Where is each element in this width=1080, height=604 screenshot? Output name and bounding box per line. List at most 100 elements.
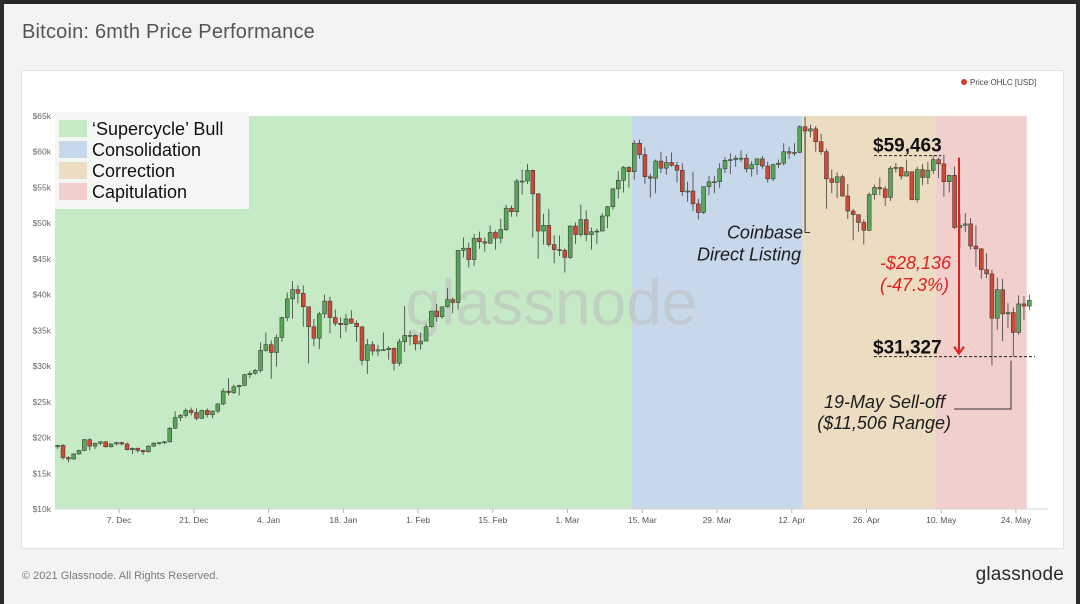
phase-bands — [55, 116, 1027, 509]
candle-body — [397, 341, 402, 364]
candle-body — [616, 180, 621, 190]
candle-body — [194, 412, 199, 419]
x-tick-label: 29. Mar — [703, 515, 732, 525]
candle-body — [792, 152, 797, 154]
candle-body — [557, 249, 562, 251]
candle-body — [882, 188, 888, 198]
candle-body — [728, 159, 733, 161]
candle-body — [589, 231, 594, 235]
candle-body — [669, 162, 674, 166]
candle-body — [290, 289, 295, 300]
candle-body — [765, 165, 770, 180]
price-chart[interactable]: $10k $15k $20k $25k $30k $35k $40k $45k $50k $55k… — [22, 71, 1063, 548]
candle-body — [696, 203, 701, 213]
candle-body — [850, 210, 856, 215]
candle-body — [98, 441, 103, 444]
candle-body — [487, 232, 493, 244]
candle — [114, 441, 119, 446]
candle — [776, 159, 781, 169]
candle-body — [995, 289, 1000, 319]
phase-legend-swatch — [59, 141, 87, 158]
candle-body — [546, 225, 552, 245]
candle-body — [322, 300, 327, 315]
candle — [551, 235, 557, 264]
x-tick-label: 1. Feb — [406, 515, 430, 525]
candle-body — [578, 219, 584, 235]
candle — [904, 159, 909, 177]
candle — [690, 171, 696, 212]
candle — [968, 218, 973, 250]
candle — [658, 151, 664, 174]
candle-body — [311, 326, 317, 339]
candle-body — [108, 443, 114, 448]
candle-body — [215, 403, 221, 412]
candle-body — [605, 206, 610, 217]
candle-body — [130, 448, 135, 450]
candle — [754, 158, 760, 175]
candle-body — [236, 385, 242, 388]
candle — [781, 143, 786, 166]
candle — [461, 237, 466, 258]
candle-body — [834, 176, 840, 183]
candle — [151, 441, 156, 447]
candle — [914, 166, 920, 203]
y-tick-label: $15k — [33, 468, 52, 478]
candle-body — [824, 151, 829, 180]
candle-body — [365, 344, 370, 361]
candle-body — [434, 310, 439, 318]
candle — [295, 285, 301, 304]
candle-body — [199, 410, 205, 419]
candle — [1011, 307, 1016, 357]
candle — [375, 344, 381, 357]
candle-body — [317, 313, 322, 339]
phase-legend-swatch — [59, 183, 87, 200]
candle — [573, 222, 578, 244]
window-top-edge — [0, 0, 1080, 4]
y-tick-label: $35k — [33, 325, 52, 335]
candle — [642, 147, 648, 184]
candle-body — [861, 222, 867, 231]
candle — [66, 456, 71, 463]
candle — [92, 442, 98, 449]
candle-body — [674, 165, 680, 171]
candle — [199, 409, 205, 419]
candle — [343, 313, 349, 332]
candlesticks — [55, 116, 1032, 463]
candle — [322, 294, 327, 319]
candle — [594, 228, 600, 244]
candle — [231, 384, 237, 394]
candle — [605, 206, 610, 229]
candle-body — [658, 160, 664, 169]
candle — [808, 124, 813, 138]
chart-card: $10k $15k $20k $25k $30k $35k $40k $45k $50k $55k… — [21, 70, 1064, 549]
candle-body — [418, 340, 423, 345]
candle-body — [685, 190, 690, 193]
candle — [450, 297, 455, 314]
series-legend-label: Price OHLC [USD] — [970, 78, 1036, 87]
candle-body — [818, 141, 824, 152]
candle-body — [733, 157, 738, 160]
candle — [247, 371, 253, 379]
candle-body — [914, 169, 920, 200]
candle-body — [845, 195, 851, 212]
y-tick-label: $50k — [33, 218, 52, 228]
candle-body — [712, 181, 717, 183]
coinbase-label: Direct Listing — [697, 244, 801, 264]
candle — [909, 171, 915, 201]
candle — [82, 438, 87, 452]
candle — [898, 166, 904, 180]
candle — [236, 384, 242, 396]
candle — [546, 208, 552, 247]
candle-body — [535, 193, 541, 232]
candle — [979, 248, 984, 279]
candle — [744, 153, 749, 173]
candle-body — [477, 237, 482, 243]
y-tick-label: $10k — [33, 504, 52, 514]
phase-band — [631, 116, 803, 509]
candle-body — [503, 207, 509, 230]
candle — [632, 140, 637, 180]
candle — [770, 163, 776, 182]
candle-body — [162, 441, 167, 444]
candle — [728, 153, 733, 174]
candle — [786, 146, 792, 159]
